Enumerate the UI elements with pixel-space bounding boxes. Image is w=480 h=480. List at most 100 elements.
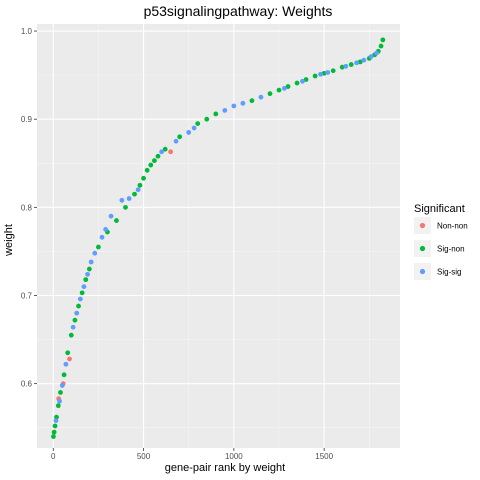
- data-point-sig-non: [96, 244, 101, 250]
- x-tick-label: 0: [51, 452, 56, 461]
- data-point-sig-non: [357, 59, 363, 65]
- data-point-sig-sig: [81, 284, 87, 290]
- y-axis-title: weight: [3, 224, 15, 257]
- data-point-sig-sig: [53, 418, 59, 424]
- data-point-sig-sig: [159, 149, 165, 155]
- y-tick-label: 1.0: [21, 27, 33, 36]
- legend-title: Significant: [414, 203, 465, 215]
- data-point-sig-non: [195, 121, 201, 127]
- major-gridlines: [37, 24, 400, 448]
- data-point-sig-non: [285, 84, 291, 89]
- legend-key-marker: [419, 222, 426, 229]
- data-point-sig-sig: [70, 324, 76, 330]
- data-point-sig-non: [312, 73, 318, 79]
- data-point-sig-non: [114, 218, 119, 223]
- data-point-sig-sig: [57, 398, 62, 404]
- data-point-sig-sig: [374, 50, 379, 56]
- data-point-sig-sig: [126, 196, 132, 201]
- legend-label: Sig-sig: [437, 268, 461, 277]
- data-point-sig-non: [54, 414, 59, 420]
- data-point-sig-non: [144, 167, 150, 173]
- data-point-sig-non: [72, 317, 78, 323]
- data-point-sig-non: [68, 332, 74, 338]
- y-axis-ticks: 0.6 0.7 0.8 0.9 1.0: [21, 27, 37, 389]
- data-point-sig-non: [378, 43, 384, 49]
- data-point-sig-non: [162, 146, 168, 152]
- data-point-sig-sig: [173, 138, 179, 144]
- data-point-sig-non: [321, 70, 327, 76]
- data-point-sig-non: [204, 116, 210, 122]
- data-point-sig-sig: [354, 60, 360, 66]
- data-point-sig-sig: [240, 100, 246, 106]
- data-point-sig-non: [141, 175, 146, 181]
- y-tick-label: 0.7: [21, 292, 33, 301]
- data-points: [51, 37, 386, 439]
- data-point-sig-non: [86, 266, 92, 272]
- data-point-sig-sig: [85, 271, 90, 277]
- data-point-sig-non: [213, 111, 219, 117]
- data-point-non-non: [168, 149, 174, 155]
- data-point-sig-non: [61, 372, 67, 378]
- data-point-sig-sig: [361, 57, 367, 63]
- y-tick-label: 0.9: [21, 115, 33, 124]
- data-point-sig-sig: [88, 259, 94, 265]
- data-point-sig-sig: [343, 63, 349, 69]
- data-point-sig-non: [267, 91, 273, 97]
- data-point-sig-non: [137, 182, 143, 188]
- legend-key-marker: [419, 268, 426, 275]
- data-point-sig-sig: [368, 54, 374, 60]
- data-point-sig-non: [51, 434, 56, 439]
- y-tick-label: 0.8: [21, 203, 33, 212]
- legend-key-marker: [419, 245, 426, 252]
- legend-label: Non-non: [437, 222, 468, 231]
- x-tick-label: 1500: [315, 452, 333, 461]
- data-point-sig-sig: [300, 78, 305, 84]
- chart-title: p53signalingpathway: Weights: [144, 3, 333, 19]
- data-point-sig-non: [151, 158, 157, 164]
- data-point-sig-non: [123, 204, 128, 210]
- data-point-sig-non: [58, 390, 63, 395]
- x-axis-title: gene-pair rank by weight: [165, 462, 285, 474]
- data-point-sig-non: [303, 77, 309, 82]
- data-point-sig-non: [276, 87, 282, 93]
- data-point-sig-non: [155, 153, 161, 159]
- data-point-sig-non: [65, 350, 71, 356]
- data-point-sig-sig: [135, 187, 141, 193]
- data-point-sig-sig: [191, 125, 197, 131]
- x-tick-label: 1000: [225, 452, 243, 461]
- data-point-sig-sig: [325, 70, 331, 75]
- data-point-sig-sig: [119, 197, 125, 203]
- plot-panel: [37, 24, 400, 448]
- data-point-sig-sig: [99, 234, 105, 240]
- x-tick-label: 500: [137, 452, 151, 461]
- data-point-sig-non: [76, 303, 81, 309]
- legend-label: Sig-non: [437, 245, 465, 254]
- x-axis-ticks: 0 500 1000 1500: [51, 448, 334, 461]
- data-point-sig-sig: [186, 130, 192, 135]
- data-point-sig-non: [348, 62, 354, 67]
- y-tick-label: 0.6: [21, 380, 33, 389]
- data-point-sig-non: [55, 403, 61, 409]
- data-point-sig-sig: [74, 310, 80, 316]
- data-point-sig-sig: [103, 226, 109, 232]
- data-point-sig-sig: [318, 71, 323, 77]
- data-point-sig-sig: [258, 94, 264, 100]
- data-point-sig-non: [294, 80, 300, 86]
- data-point-sig-sig: [282, 85, 287, 91]
- data-point-sig-non: [51, 429, 57, 435]
- data-point-sig-sig: [108, 213, 114, 219]
- data-point-sig-non: [148, 162, 154, 168]
- data-point-sig-non: [330, 68, 336, 74]
- legend: Significant Non-non Sig-non Sig-sig: [414, 203, 468, 280]
- data-point-sig-sig: [92, 250, 98, 256]
- data-point-non-non: [67, 356, 72, 362]
- data-point-sig-non: [380, 37, 386, 43]
- data-point-sig-sig: [59, 383, 65, 388]
- data-point-sig-sig: [63, 361, 69, 367]
- data-point-sig-non: [132, 191, 137, 197]
- data-point-sig-non: [249, 98, 255, 104]
- data-point-sig-non: [339, 64, 345, 70]
- legend-items: Non-non Sig-non Sig-sig: [414, 217, 468, 280]
- data-point-sig-sig: [222, 107, 228, 113]
